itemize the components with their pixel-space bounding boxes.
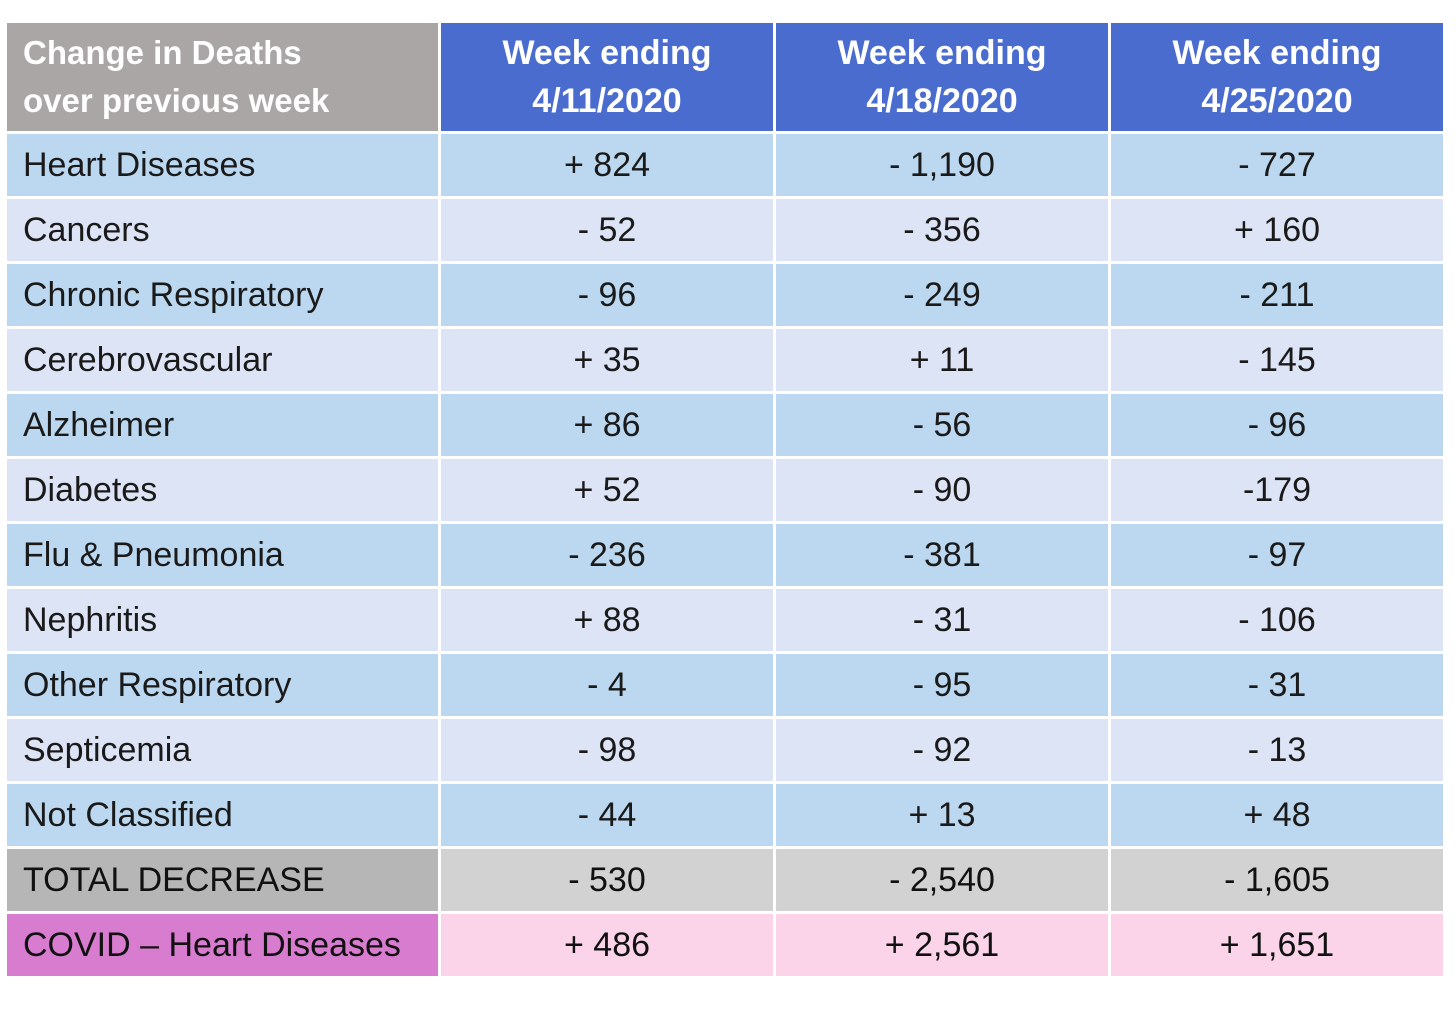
row-label: Septicemia xyxy=(7,719,438,781)
value-cell-week-2: - 1,190 xyxy=(776,134,1108,196)
row-label: Cerebrovascular xyxy=(7,329,438,391)
row-label: Flu & Pneumonia xyxy=(7,524,438,586)
value-cell-week-3: + 48 xyxy=(1111,784,1443,846)
value-cell-week-3: - 13 xyxy=(1111,719,1443,781)
total-decrease-row: TOTAL DECREASE - 530- 2,540- 1,605 xyxy=(7,849,1443,911)
week-header-date: 4/25/2020 xyxy=(1201,82,1353,120)
value-cell-week-2: - 31 xyxy=(776,589,1108,651)
row-label: Not Classified xyxy=(7,784,438,846)
row-label: Heart Diseases xyxy=(7,134,438,196)
value-cell-week-1: - 4 xyxy=(441,654,773,716)
value-cell-week-1: + 86 xyxy=(441,394,773,456)
row-label: Nephritis xyxy=(7,589,438,651)
row-label: Diabetes xyxy=(7,459,438,521)
table-row: Nephritis + 88- 31- 106 xyxy=(7,589,1443,651)
row-label: Cancers xyxy=(7,199,438,261)
value-cell-week-1: + 88 xyxy=(441,589,773,651)
value-cell-week-3: - 96 xyxy=(1111,394,1443,456)
value-cell-week-1: + 486 xyxy=(441,914,773,976)
value-cell-week-1: - 96 xyxy=(441,264,773,326)
table-row: Alzheimer + 86- 56- 96 xyxy=(7,394,1443,456)
value-cell-week-3: - 727 xyxy=(1111,134,1443,196)
table-body: Heart Diseases + 824- 1,190- 727 Cancers - … xyxy=(7,134,1443,976)
week-header-3: Week ending 4/25/2020 xyxy=(1111,23,1443,131)
value-cell-week-2: - 90 xyxy=(776,459,1108,521)
week-header-1: Week ending 4/11/2020 xyxy=(441,23,773,131)
value-cell-week-2: + 13 xyxy=(776,784,1108,846)
value-cell-week-2: - 56 xyxy=(776,394,1108,456)
corner-header: Change in Deaths over previous week xyxy=(7,23,438,131)
table-row: Septicemia - 98- 92- 13 xyxy=(7,719,1443,781)
header-row: Change in Deaths over previous week Week… xyxy=(7,23,1443,131)
value-cell-week-2: - 95 xyxy=(776,654,1108,716)
value-cell-week-1: + 35 xyxy=(441,329,773,391)
value-cell-week-1: - 98 xyxy=(441,719,773,781)
row-label: Chronic Respiratory xyxy=(7,264,438,326)
table-row: Diabetes + 52- 90 -179 xyxy=(7,459,1443,521)
value-cell-week-1: - 530 xyxy=(441,849,773,911)
value-cell-week-2: - 249 xyxy=(776,264,1108,326)
value-cell-week-3: - 145 xyxy=(1111,329,1443,391)
value-cell-week-3: + 160 xyxy=(1111,199,1443,261)
value-cell-week-2: - 92 xyxy=(776,719,1108,781)
covid-heart-diseases-row: COVID – Heart Diseases + 486 + 2,561 + 1,65… xyxy=(7,914,1443,976)
week-header-2: Week ending 4/18/2020 xyxy=(776,23,1108,131)
value-cell-week-3: - 1,605 xyxy=(1111,849,1443,911)
value-cell-week-3: - 211 xyxy=(1111,264,1443,326)
corner-header-line2: over previous week xyxy=(23,82,330,119)
value-cell-week-2: - 381 xyxy=(776,524,1108,586)
value-cell-week-1: - 52 xyxy=(441,199,773,261)
week-header-label: Week ending xyxy=(502,34,712,72)
table-row: Chronic Respiratory - 96- 249- 211 xyxy=(7,264,1443,326)
table-row: Heart Diseases + 824- 1,190- 727 xyxy=(7,134,1443,196)
row-label: Alzheimer xyxy=(7,394,438,456)
value-cell-week-2: - 356 xyxy=(776,199,1108,261)
corner-header-line1: Change in Deaths xyxy=(23,34,302,71)
value-cell-week-3: - 106 xyxy=(1111,589,1443,651)
value-cell-week-2: - 2,540 xyxy=(776,849,1108,911)
value-cell-week-1: - 236 xyxy=(441,524,773,586)
row-label: COVID – Heart Diseases xyxy=(7,914,438,976)
week-header-label: Week ending xyxy=(837,34,1047,72)
value-cell-week-3: + 1,651 xyxy=(1111,914,1443,976)
value-cell-week-3: -179 xyxy=(1111,459,1443,521)
value-cell-week-3: - 31 xyxy=(1111,654,1443,716)
value-cell-week-1: + 52 xyxy=(441,459,773,521)
value-cell-week-2: + 2,561 xyxy=(776,914,1108,976)
week-header-date: 4/18/2020 xyxy=(866,82,1018,120)
value-cell-week-3: - 97 xyxy=(1111,524,1443,586)
deaths-change-table: Change in Deaths over previous week Week… xyxy=(4,20,1446,979)
table-row: Not Classified - 44 + 13 + 48 xyxy=(7,784,1443,846)
table-row: Cerebrovascular + 35 + 11- 145 xyxy=(7,329,1443,391)
week-header-date: 4/11/2020 xyxy=(532,82,682,120)
value-cell-week-2: + 11 xyxy=(776,329,1108,391)
value-cell-week-1: - 44 xyxy=(441,784,773,846)
row-label: TOTAL DECREASE xyxy=(7,849,438,911)
table-row: Cancers - 52- 356 + 160 xyxy=(7,199,1443,261)
value-cell-week-1: + 824 xyxy=(441,134,773,196)
table-row: Flu & Pneumonia - 236- 381- 97 xyxy=(7,524,1443,586)
table-row: Other Respiratory - 4- 95- 31 xyxy=(7,654,1443,716)
week-header-label: Week ending xyxy=(1172,34,1382,72)
row-label: Other Respiratory xyxy=(7,654,438,716)
